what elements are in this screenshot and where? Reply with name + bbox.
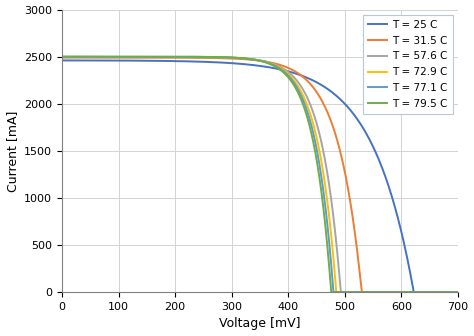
T = 79.5 C	[228, 55, 234, 59]
T = 79.5 C	[328, 290, 334, 294]
T = 72.9 C	[405, 290, 410, 294]
T = 31.5 C	[228, 56, 234, 60]
T = 72.9 C	[333, 290, 339, 294]
T = 57.6 C	[211, 55, 217, 59]
T = 31.5 C	[455, 290, 461, 294]
Y-axis label: Current [mA]: Current [mA]	[6, 110, 18, 192]
T = 31.5 C	[104, 55, 110, 59]
T = 77.1 C	[405, 290, 410, 294]
T = 77.1 C	[59, 55, 65, 59]
T = 57.6 C	[104, 55, 110, 59]
T = 72.9 C	[228, 55, 234, 59]
T = 25 C	[211, 60, 217, 64]
T = 79.5 C	[455, 290, 461, 294]
T = 31.5 C	[405, 290, 410, 294]
T = 79.5 C	[447, 290, 453, 294]
Line: T = 77.1 C: T = 77.1 C	[62, 57, 458, 292]
T = 57.6 C	[405, 290, 410, 294]
Line: T = 79.5 C: T = 79.5 C	[62, 57, 458, 292]
T = 72.9 C	[447, 290, 453, 294]
T = 57.6 C	[228, 56, 234, 60]
T = 77.1 C	[447, 290, 453, 294]
T = 57.6 C	[128, 55, 134, 59]
T = 25 C	[405, 257, 410, 261]
T = 25 C	[411, 290, 417, 294]
T = 31.5 C	[359, 290, 365, 294]
T = 25 C	[447, 290, 453, 294]
T = 79.5 C	[405, 290, 410, 294]
Legend: T = 25 C, T = 31.5 C, T = 57.6 C, T = 72.9 C, T = 77.1 C, T = 79.5 C: T = 25 C, T = 31.5 C, T = 57.6 C, T = 72…	[363, 15, 453, 114]
T = 31.5 C	[447, 290, 453, 294]
T = 79.5 C	[59, 55, 65, 59]
T = 79.5 C	[128, 55, 134, 59]
T = 57.6 C	[447, 290, 453, 294]
T = 77.1 C	[228, 55, 234, 59]
T = 77.1 C	[455, 290, 461, 294]
T = 77.1 C	[128, 55, 134, 59]
T = 72.9 C	[455, 290, 461, 294]
T = 77.1 C	[331, 290, 337, 294]
T = 57.6 C	[338, 290, 344, 294]
T = 25 C	[104, 58, 110, 62]
T = 72.9 C	[59, 55, 65, 59]
T = 25 C	[59, 58, 65, 62]
T = 72.9 C	[104, 55, 110, 59]
T = 31.5 C	[211, 56, 217, 60]
X-axis label: Voltage [mV]: Voltage [mV]	[219, 318, 301, 330]
Line: T = 57.6 C: T = 57.6 C	[62, 57, 458, 292]
T = 72.9 C	[211, 55, 217, 59]
Line: T = 72.9 C: T = 72.9 C	[62, 57, 458, 292]
T = 77.1 C	[211, 55, 217, 59]
T = 72.9 C	[128, 55, 134, 59]
Line: T = 25 C: T = 25 C	[62, 60, 458, 292]
T = 57.6 C	[59, 55, 65, 59]
T = 79.5 C	[104, 55, 110, 59]
T = 57.6 C	[455, 290, 461, 294]
T = 31.5 C	[128, 55, 134, 59]
T = 25 C	[228, 61, 234, 65]
Line: T = 31.5 C: T = 31.5 C	[62, 57, 458, 292]
T = 31.5 C	[59, 55, 65, 59]
T = 77.1 C	[104, 55, 110, 59]
T = 25 C	[128, 58, 134, 62]
T = 79.5 C	[211, 55, 217, 59]
T = 25 C	[455, 290, 461, 294]
